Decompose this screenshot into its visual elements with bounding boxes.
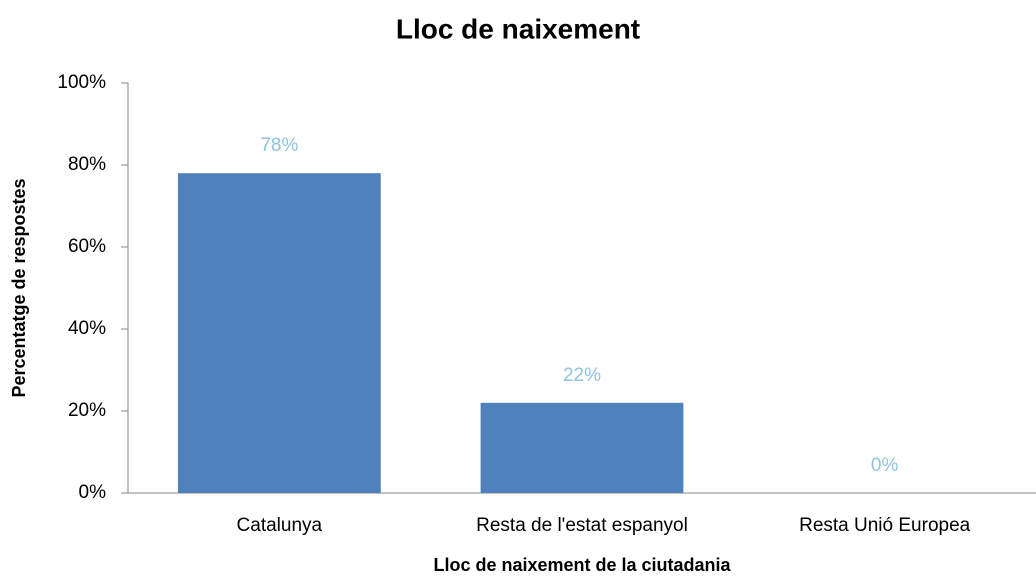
x-tick-label: Resta de l'estat espanyol <box>476 515 688 536</box>
y-tick-label: 100% <box>57 72 106 93</box>
x-tick-label: Catalunya <box>237 515 323 536</box>
chart-title: Lloc de naixement <box>396 13 640 44</box>
bar <box>480 402 684 493</box>
x-tick-label: Resta Unió Europea <box>799 515 971 536</box>
y-tick-label: 80% <box>68 154 106 175</box>
y-axis-title: Percentatge de respostes <box>9 178 29 397</box>
data-label: 22% <box>563 365 601 386</box>
y-tick-label: 20% <box>68 400 106 421</box>
bar <box>177 173 381 493</box>
y-tick-label: 60% <box>68 236 106 257</box>
x-axis-title: Lloc de naixement de la ciutadania <box>433 555 731 575</box>
data-label: 0% <box>871 455 899 476</box>
y-tick-label: 40% <box>68 318 106 339</box>
data-label: 78% <box>260 135 298 156</box>
y-tick-label: 0% <box>79 482 107 503</box>
